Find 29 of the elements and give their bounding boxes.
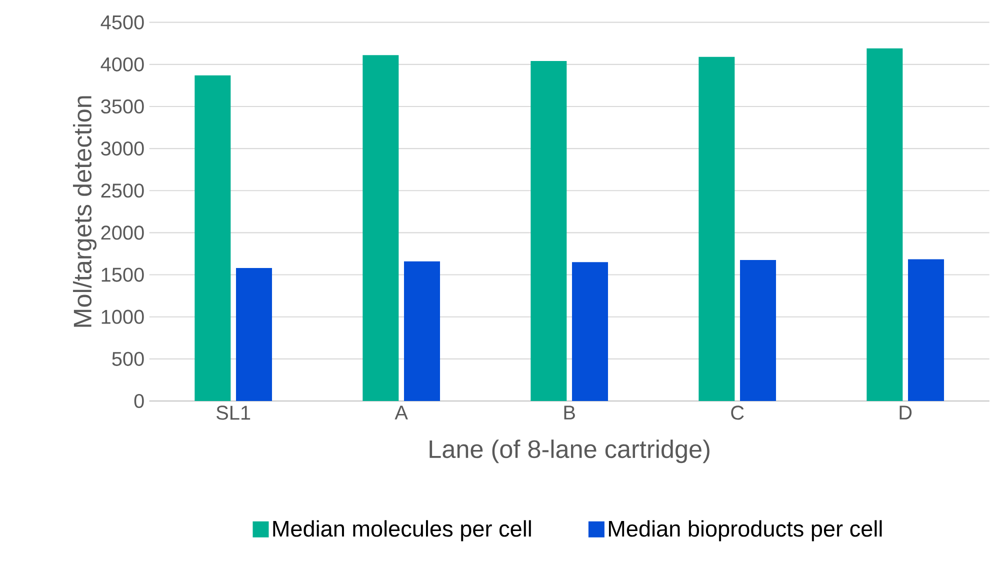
legend-label: Median bioproducts per cell — [608, 520, 882, 542]
y-tick-label: 4000 — [100, 57, 144, 72]
x-tick-label: SL1 — [216, 406, 250, 420]
x-tick-label: A — [394, 406, 408, 420]
y-axis-title: Mol/targets detection — [73, 96, 97, 327]
y-tick-label: 1500 — [102, 268, 144, 282]
bar — [530, 61, 567, 401]
bar — [404, 261, 440, 401]
x-tick-label: B — [564, 406, 575, 420]
x-tick-label: D — [900, 406, 912, 420]
bar — [908, 259, 944, 401]
bar — [572, 262, 608, 401]
y-tick-label: 500 — [112, 352, 144, 366]
y-tick-label: 4500 — [100, 15, 144, 30]
bar — [362, 55, 399, 401]
y-tick-label: 2000 — [101, 226, 144, 240]
y-tick-label: 0 — [134, 394, 144, 408]
y-tick-label: 1000 — [102, 310, 144, 324]
bar — [236, 268, 272, 401]
bar — [740, 260, 776, 401]
y-tick-label: 3000 — [101, 141, 144, 156]
legend-label: Median molecules per cell — [273, 520, 531, 542]
bar — [866, 48, 903, 401]
y-tick-label: 2500 — [101, 184, 144, 198]
y-tick-label: 3500 — [101, 99, 144, 114]
x-axis-title: Lane (of 8-lane cartridge) — [430, 440, 710, 464]
x-tick-label: C — [731, 406, 744, 420]
bar — [194, 75, 231, 401]
bar — [698, 56, 735, 401]
